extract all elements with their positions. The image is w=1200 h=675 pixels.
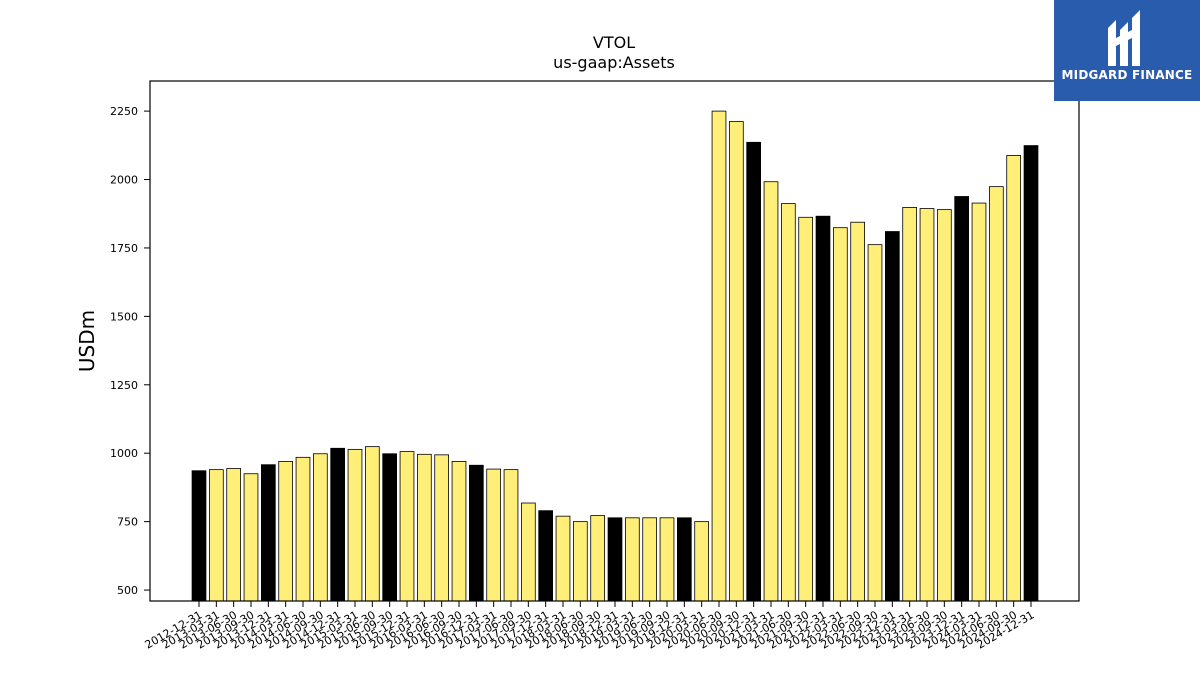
y-tick-label: 1750: [110, 242, 138, 255]
y-tick-label: 500: [117, 584, 138, 597]
midgard-logo-icon: [1108, 10, 1140, 66]
bar-2017-09-30: [521, 502, 536, 602]
bar-2021-03-31: [763, 181, 779, 602]
bar-2018-06-30: [573, 521, 588, 602]
bar-2015-09-30: [382, 453, 398, 602]
bar-2017-03-31: [486, 468, 502, 602]
bar-2024-06-30: [989, 186, 1004, 602]
bar-2014-03-31: [278, 461, 294, 602]
bar-2020-06-30: [711, 110, 727, 602]
logo-text: MIDGARD FINANCE: [1061, 68, 1193, 82]
bar-2021-12-31: [815, 215, 831, 602]
bar-2019-09-30: [659, 517, 675, 602]
y-axis: 500 750 1000 1250 1500 1750 2000 2250: [110, 105, 150, 597]
bar-2019-12-31: [677, 517, 692, 602]
x-axis: 2012-12-312013-03-312013-06-302013-09-30…: [143, 601, 1037, 652]
bar-2020-03-31: [694, 521, 709, 602]
bar-2015-12-31: [399, 451, 415, 602]
bar-2013-03-31: [208, 469, 224, 602]
bar-2016-12-31: [468, 464, 484, 602]
bars-group: [191, 110, 1039, 602]
bar-2017-06-30: [503, 469, 519, 602]
midgard-finance-logo: MIDGARD FINANCE: [1054, 0, 1200, 101]
bar-2024-12-31: [1023, 145, 1039, 602]
y-axis-label: USDm: [75, 310, 99, 372]
bar-2021-06-30: [781, 203, 796, 602]
bar-2022-12-31: [885, 231, 900, 602]
bar-2014-12-31: [330, 447, 346, 602]
chart-subtitle: us-gaap:Assets: [553, 53, 675, 72]
bar-2017-12-31: [538, 510, 553, 602]
bar-2012-12-31: [191, 470, 207, 602]
plot-frame: [149, 80, 1080, 602]
y-tick-label: 750: [117, 516, 138, 529]
bar-2015-06-30: [364, 446, 380, 602]
bar-2023-03-31: [902, 207, 917, 602]
bar-2013-06-30: [226, 468, 241, 602]
y-tick-label: 2000: [110, 174, 138, 187]
bar-2015-03-31: [347, 448, 363, 602]
bar-2020-12-31: [746, 141, 761, 602]
y-tick-label: 1250: [110, 379, 138, 392]
chart-title: VTOL: [593, 33, 635, 52]
bar-2016-03-31: [416, 453, 432, 602]
bar-2018-03-31: [555, 515, 571, 602]
bar-2016-06-30: [434, 454, 450, 602]
bar-2013-12-31: [260, 464, 276, 602]
bar-2014-09-30: [312, 453, 328, 602]
y-tick-label: 1000: [110, 447, 138, 460]
bar-2019-06-30: [642, 517, 657, 602]
bar-2021-09-30: [798, 216, 813, 602]
bar-2024-03-31: [971, 202, 987, 602]
y-tick-label: 2250: [110, 105, 138, 118]
bar-2018-12-31: [607, 517, 623, 602]
bar-2023-06-30: [919, 208, 935, 602]
bar-2014-06-30: [295, 456, 311, 602]
y-tick-label: 1500: [110, 310, 138, 323]
bar-2023-09-30: [937, 209, 952, 602]
bar-2023-12-31: [954, 196, 969, 602]
bar-2022-03-31: [833, 227, 848, 602]
bar-2019-03-31: [625, 517, 640, 602]
bar-2018-09-30: [590, 515, 605, 602]
bar-2022-09-30: [867, 244, 883, 602]
bar-2020-09-30: [729, 121, 744, 602]
bar-2016-09-30: [451, 461, 467, 602]
bar-2022-06-30: [850, 221, 865, 602]
bar-2024-09-30: [1006, 155, 1021, 602]
bar-2013-09-30: [243, 473, 259, 602]
